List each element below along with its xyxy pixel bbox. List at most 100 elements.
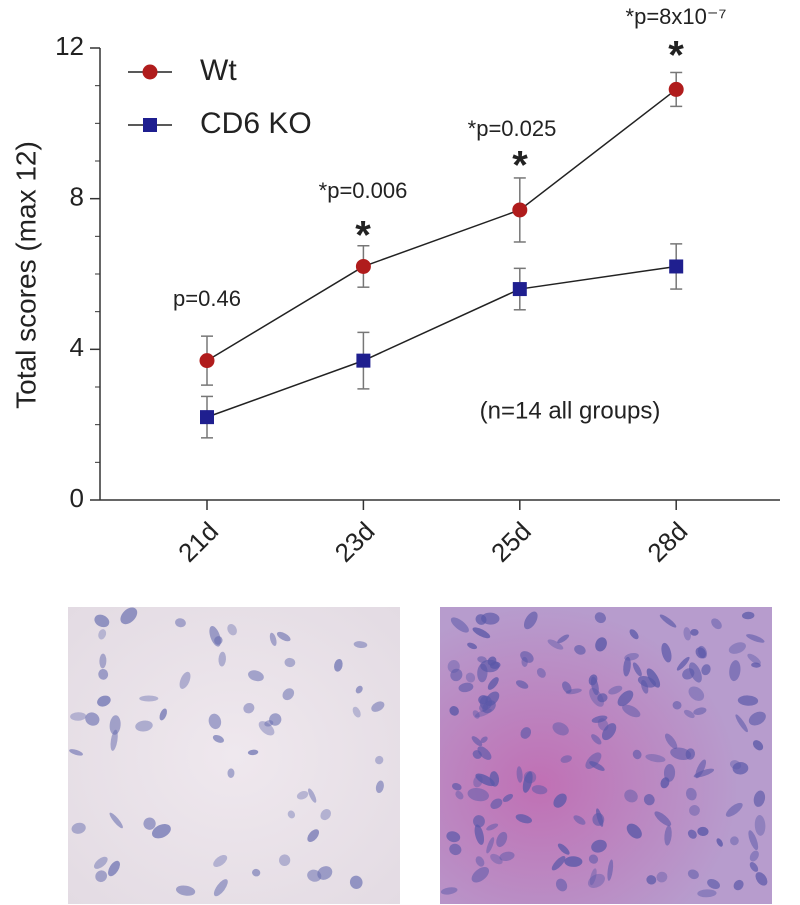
cell-nucleus bbox=[209, 625, 221, 647]
cell-nucleus bbox=[474, 708, 492, 718]
significance-star: * bbox=[668, 34, 684, 78]
cell-nucleus bbox=[108, 860, 120, 877]
cell-nucleus bbox=[486, 823, 499, 831]
point bbox=[356, 353, 371, 368]
cell-nucleus bbox=[440, 887, 458, 895]
cell-nucleus bbox=[591, 839, 607, 853]
cell-nucleus bbox=[654, 811, 672, 827]
cell-nucleus bbox=[632, 749, 642, 760]
cell-nucleus bbox=[218, 651, 226, 667]
cell-nucleus bbox=[455, 790, 464, 800]
cell-nucleus bbox=[589, 761, 605, 771]
cell-nucleus bbox=[213, 879, 228, 897]
cell-nucleus bbox=[752, 740, 764, 751]
cell-nucleus bbox=[711, 618, 722, 630]
cell-nucleus bbox=[98, 668, 109, 680]
cell-nucleus bbox=[697, 826, 709, 836]
x-tick-label: 21d bbox=[172, 516, 224, 568]
cells bbox=[69, 607, 768, 898]
cell-nucleus bbox=[349, 875, 363, 889]
cell-nucleus bbox=[98, 629, 107, 640]
cell-nucleus bbox=[516, 766, 523, 783]
cell-nucleus bbox=[656, 871, 668, 883]
cell-nucleus bbox=[683, 709, 695, 719]
cell-nucleus bbox=[663, 764, 676, 782]
cell-nucleus bbox=[520, 651, 534, 663]
cell-nucleus bbox=[159, 708, 167, 721]
cell-nucleus bbox=[523, 771, 537, 784]
p-value: *p=8x10⁻⁷ bbox=[626, 4, 727, 29]
cell-nucleus bbox=[465, 672, 476, 683]
cell-nucleus bbox=[490, 853, 503, 865]
cell-nucleus bbox=[664, 825, 672, 846]
cell-nucleus bbox=[585, 752, 602, 769]
cell-nucleus bbox=[109, 715, 121, 735]
cell-nucleus bbox=[741, 611, 755, 620]
cell-nucleus bbox=[589, 687, 604, 707]
histology-image bbox=[68, 607, 400, 904]
cell-nucleus bbox=[607, 859, 614, 881]
cell-nucleus bbox=[139, 695, 159, 702]
cell-nucleus bbox=[480, 736, 488, 743]
cell-nucleus bbox=[296, 791, 309, 800]
cell-nucleus bbox=[212, 734, 224, 743]
cell-nucleus bbox=[252, 868, 261, 877]
cell-nucleus bbox=[449, 706, 459, 716]
cell-nucleus bbox=[597, 718, 609, 731]
cell-nucleus bbox=[645, 754, 666, 763]
cell-nucleus bbox=[551, 856, 566, 871]
cell-nucleus bbox=[446, 831, 461, 843]
cell-nucleus bbox=[99, 653, 107, 669]
cell-nucleus bbox=[475, 856, 485, 867]
cell-nucleus bbox=[687, 869, 699, 880]
cell-nucleus bbox=[94, 856, 108, 869]
cell-nucleus bbox=[564, 856, 583, 867]
cell-nucleus bbox=[591, 715, 608, 723]
cell-nucleus bbox=[487, 656, 497, 666]
cell-nucleus bbox=[553, 793, 567, 808]
cell-nucleus bbox=[685, 787, 697, 801]
cell-nucleus bbox=[701, 664, 711, 676]
cell-nucleus bbox=[213, 854, 228, 868]
cell-nucleus bbox=[473, 815, 485, 828]
cell-nucleus bbox=[477, 746, 492, 760]
cell-nucleus bbox=[227, 768, 235, 778]
cell-nucleus bbox=[670, 747, 692, 761]
cell-nucleus bbox=[730, 836, 739, 846]
cell-nucleus bbox=[355, 685, 363, 694]
cell-nucleus bbox=[729, 660, 741, 682]
cell-nucleus bbox=[748, 711, 766, 726]
cell-nucleus bbox=[733, 879, 744, 891]
histology-panels bbox=[68, 607, 772, 904]
cell-nucleus bbox=[458, 682, 474, 693]
cell-nucleus bbox=[623, 656, 631, 677]
significance-star: * bbox=[355, 214, 371, 258]
y-tick-label: 4 bbox=[70, 332, 84, 362]
cell-nucleus bbox=[746, 634, 765, 643]
y-axis-label: Total scores (max 12) bbox=[10, 141, 41, 409]
series-line bbox=[206, 265, 677, 418]
cell-nucleus bbox=[515, 680, 529, 689]
point bbox=[668, 81, 684, 97]
cell-nucleus bbox=[499, 851, 515, 862]
note: (n=14 all groups) bbox=[480, 397, 661, 424]
point bbox=[200, 410, 214, 425]
cell-nucleus bbox=[560, 755, 572, 763]
cell-nucleus bbox=[179, 671, 191, 689]
x-tick-label: 23d bbox=[329, 516, 381, 568]
cell-nucleus bbox=[70, 712, 87, 721]
cell-nucleus bbox=[661, 642, 672, 663]
cell-nucleus bbox=[688, 686, 705, 701]
cell-nucleus bbox=[227, 623, 237, 636]
cell-nucleus bbox=[120, 607, 138, 625]
cell-nucleus bbox=[693, 707, 707, 715]
cell-nucleus bbox=[552, 722, 569, 736]
cell-nucleus bbox=[282, 688, 295, 701]
cell-nucleus bbox=[467, 642, 478, 650]
cell-nucleus bbox=[751, 662, 761, 668]
cell-nucleus bbox=[531, 785, 548, 795]
cell-nucleus bbox=[284, 657, 296, 668]
cell-nucleus bbox=[735, 714, 748, 733]
cell-nucleus bbox=[276, 631, 291, 642]
cell-nucleus bbox=[135, 720, 153, 732]
